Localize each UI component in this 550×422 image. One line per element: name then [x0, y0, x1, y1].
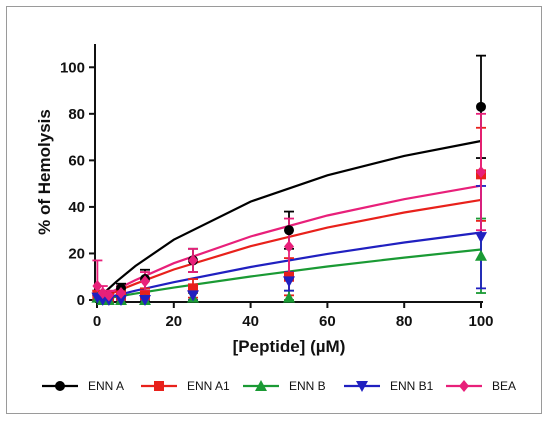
y-axis-label: % of Hemolysis — [35, 109, 54, 235]
point-enn-b — [283, 291, 295, 303]
legend-marker — [154, 381, 164, 391]
y-tick-label: 80 — [68, 106, 85, 123]
x-axis-label: [Peptide] (µM) — [233, 337, 346, 356]
legend-marker — [55, 381, 65, 391]
point-bea — [92, 280, 103, 293]
point-enn-a1 — [188, 283, 198, 294]
legend-label: ENN B — [289, 379, 326, 393]
point-bea — [116, 287, 126, 300]
x-tick-label: 0 — [93, 313, 101, 330]
legend-marker — [255, 380, 267, 391]
x-tick-label: 20 — [165, 313, 182, 330]
y-tick-label: 40 — [68, 199, 85, 216]
point-bea — [188, 254, 198, 267]
legend-label: BEA — [492, 379, 516, 393]
x-tick-label: 60 — [319, 313, 336, 330]
x-tick-label: 40 — [242, 313, 259, 330]
point-bea — [103, 289, 114, 302]
y-tick-label: 20 — [68, 245, 85, 262]
y-ticks: 0 20 40 60 80 100 — [60, 59, 95, 309]
axes: 0 20 40 60 80 100 0 20 40 60 80 100 — [60, 44, 494, 330]
point-enn-b1 — [283, 276, 295, 288]
point-enn-b1 — [115, 295, 127, 306]
y-tick-label: 100 — [60, 59, 85, 76]
figure-frame — [6, 6, 542, 414]
legend-label: ENN A1 — [187, 379, 230, 393]
x-ticks: 0 20 40 60 80 100 — [93, 302, 494, 330]
x-tick-label: 100 — [468, 313, 493, 330]
point-enn-a — [476, 101, 486, 112]
legend-marker — [459, 380, 469, 392]
legend-item-enn-b1: ENN B1 — [344, 379, 434, 393]
legend-item-bea: BEA — [446, 379, 516, 393]
data-points — [91, 101, 487, 306]
point-enn-b1 — [139, 295, 151, 306]
x-tick-label: 80 — [396, 313, 413, 330]
point-enn-b — [475, 249, 487, 261]
legend-label: ENN B1 — [390, 379, 434, 393]
legend-marker — [356, 381, 368, 392]
legend-label: ENN A — [88, 379, 124, 393]
point-bea — [140, 275, 150, 288]
point-enn-b1 — [187, 290, 199, 302]
y-tick-label: 60 — [68, 152, 85, 169]
point-enn-b1 — [475, 232, 487, 244]
legend: ENN A ENN A1 ENN B ENN B1 BEA — [42, 379, 516, 393]
legend-item-enn-a1: ENN A1 — [141, 379, 230, 393]
error-bars — [92, 54, 486, 301]
point-enn-a — [284, 225, 294, 236]
legend-item-enn-b: ENN B — [243, 379, 326, 393]
legend-item-enn-a: ENN A — [42, 379, 124, 393]
y-tick-label: 0 — [77, 292, 85, 309]
point-bea — [284, 240, 294, 253]
point-bea — [476, 166, 486, 178]
